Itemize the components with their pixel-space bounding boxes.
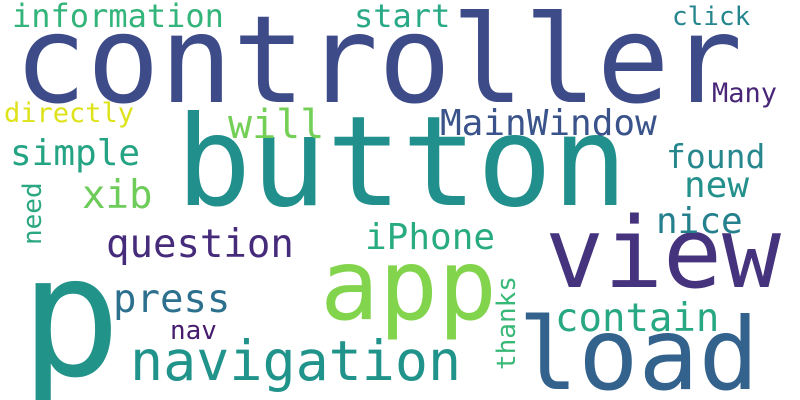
word-view: view [545,197,782,311]
word-nav: nav [170,316,217,346]
word-p: p [20,219,122,400]
word-will: will [228,102,325,148]
word-contain: contain [555,296,720,341]
word-controller: controller [14,0,743,131]
word-information: information [12,0,224,35]
word-found: found [666,137,766,176]
word-app: app [320,229,498,343]
word-many: Many [712,78,778,109]
word-new: new [684,165,750,206]
word-need: need [18,182,48,245]
word-press: press [113,277,231,322]
word-nice: nice [656,201,743,242]
word-button: button [176,90,628,235]
word-mainwindow: MainWindow [440,103,657,144]
word-xib: xib [82,173,153,218]
word-click: click [672,2,751,32]
word-navigation: navigation [130,329,462,393]
word-load: load [518,296,759,400]
word-thanks: thanks [492,276,522,370]
word-start: start [354,0,451,35]
word-iphone: iPhone [365,217,496,258]
word-simple: simple [10,133,141,174]
word-directly: directly [4,98,135,129]
word-question: question [106,222,294,267]
